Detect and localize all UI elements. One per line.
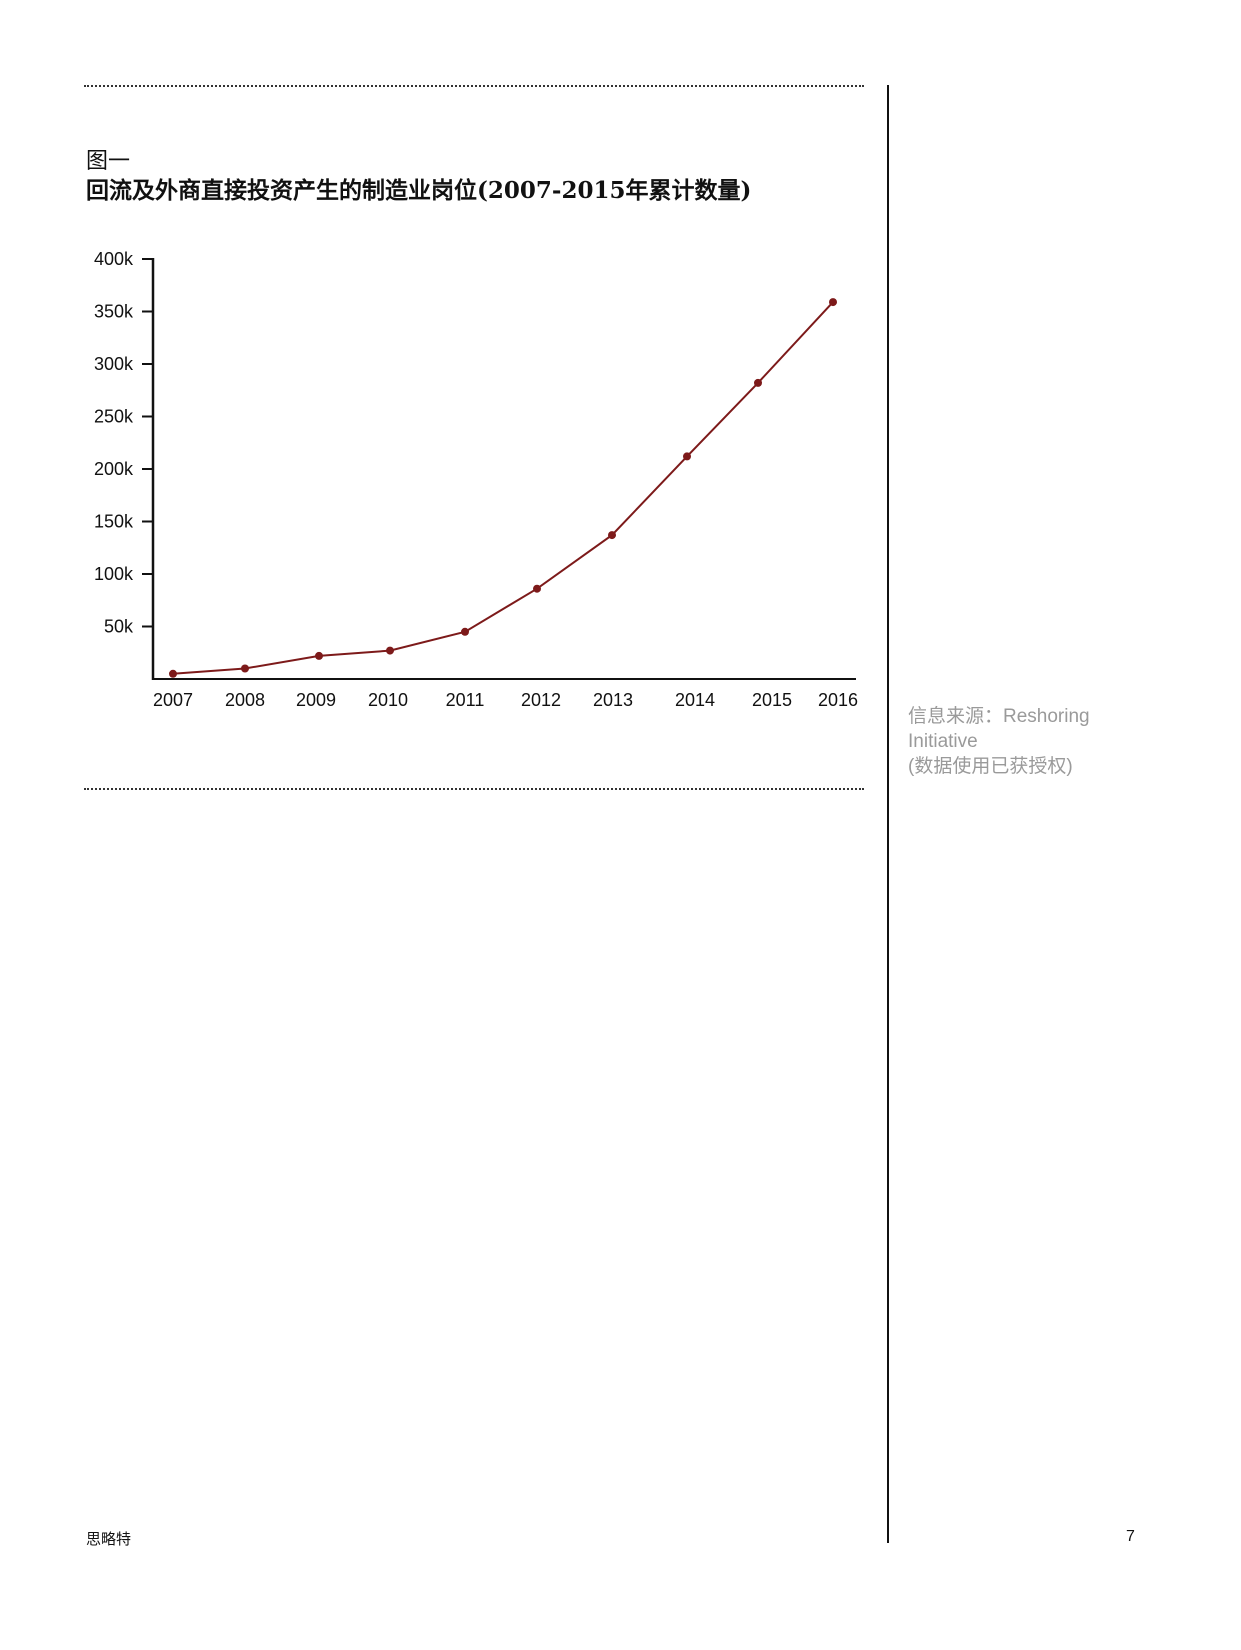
top-dotted-divider	[84, 85, 864, 87]
y-tick-label: 200k	[94, 459, 134, 479]
column-divider	[887, 85, 889, 1543]
data-point	[683, 452, 691, 461]
x-tick-label: 2011	[446, 690, 485, 710]
line-chart: 50k 100k 150k 200k 250k 300k 350k 400k 2007 2008…	[94, 249, 858, 710]
footer-brand: 思略特	[86, 1530, 132, 1548]
data-point	[829, 298, 837, 307]
x-tick-label: 2015	[752, 690, 792, 710]
y-tick-label: 250k	[94, 407, 134, 427]
y-tick-label: 150k	[94, 512, 134, 532]
x-tick-label: 2014	[675, 690, 715, 710]
y-axis: 50k 100k 150k 200k 250k 300k 350k 400k	[94, 249, 155, 680]
y-tick-label: 300k	[94, 354, 134, 374]
data-point	[533, 584, 541, 593]
y-tick-label: 50k	[104, 617, 134, 637]
data-point	[608, 531, 616, 540]
x-tick-label: 2010	[368, 690, 408, 710]
y-tick-label: 400k	[94, 249, 134, 269]
data-point	[241, 664, 249, 673]
series-jobs	[169, 298, 837, 678]
x-tick-label: 2013	[593, 690, 633, 710]
source-note: 信息来源：Reshoring Initiative (数据使用已获授权)	[908, 704, 1128, 779]
page-number: 7	[1126, 1528, 1135, 1545]
bottom-dotted-divider	[84, 788, 864, 790]
source-note-line: 信息来源：Reshoring	[908, 706, 1090, 727]
x-tick-label: 2008	[225, 690, 265, 710]
x-tick-label: 2007	[153, 690, 193, 710]
figure-title: 回流及外商直接投资产生的制造业岗位(2007-2015年累计数量)	[86, 177, 752, 204]
data-point	[386, 646, 394, 655]
y-tick-label: 350k	[94, 302, 134, 322]
x-tick-label: 2012	[521, 690, 561, 710]
data-point	[754, 378, 762, 387]
figure-label: 图一	[86, 149, 131, 174]
data-point	[461, 627, 469, 636]
x-tick-label: 2016	[818, 690, 858, 710]
data-point	[315, 651, 323, 660]
source-note-line: (数据使用已获授权)	[908, 756, 1073, 777]
x-tick-label: 2009	[296, 690, 336, 710]
series-line	[172, 301, 834, 675]
x-axis: 2007 2008 2009 2010 2011 2012 2013 2014 2015 2016	[152, 678, 858, 710]
data-point	[169, 669, 177, 678]
source-note-line: Initiative	[908, 731, 978, 752]
y-tick-label: 100k	[94, 564, 134, 584]
